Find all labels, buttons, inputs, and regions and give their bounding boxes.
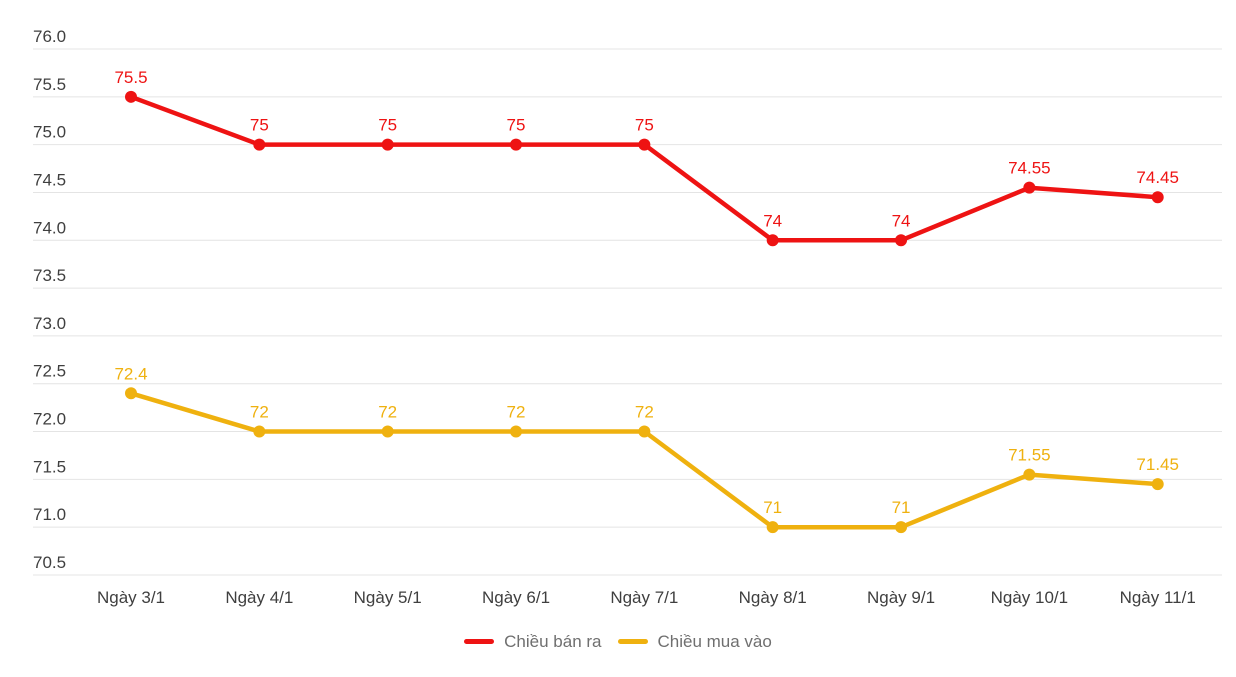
- y-axis-tick-label: 75.0: [33, 123, 66, 142]
- data-point[interactable]: [381, 138, 394, 151]
- data-point[interactable]: [381, 425, 394, 438]
- data-point-label: 71: [763, 498, 782, 517]
- y-axis-tick-label: 72.5: [33, 362, 66, 381]
- x-axis-tick-label: Ngày 10/1: [991, 588, 1069, 607]
- data-point[interactable]: [510, 138, 523, 151]
- x-axis-tick-label: Ngày 11/1: [1120, 588, 1196, 607]
- data-point-label: 72.4: [114, 364, 147, 383]
- data-point[interactable]: [1151, 191, 1164, 204]
- y-axis-tick-label: 73.5: [33, 266, 66, 285]
- data-point-label: 75: [250, 116, 269, 135]
- y-axis-tick-label: 74.0: [33, 218, 66, 237]
- data-point[interactable]: [895, 521, 908, 534]
- data-point[interactable]: [766, 234, 779, 247]
- chart-plot-area: 76.0 75.5 75.0 74.5 74.0 73.5 73.0 72.5 72.0 71.5…: [33, 27, 1222, 607]
- y-axis-tick-label: 74.5: [33, 170, 66, 189]
- legend-label-chieu-ban-ra: Chiều bán ra: [504, 632, 602, 651]
- data-point[interactable]: [638, 425, 651, 438]
- y-axis-tick-label: 70.5: [33, 553, 66, 572]
- data-point-label: 74: [892, 211, 911, 230]
- x-axis-tick-label: Ngày 9/1: [867, 588, 935, 607]
- legend-swatch-yellow-icon: [617, 639, 648, 644]
- data-point[interactable]: [895, 234, 908, 247]
- data-point[interactable]: [1023, 468, 1036, 481]
- data-point[interactable]: [638, 138, 651, 151]
- y-axis-tick-label: 71.0: [33, 505, 66, 524]
- data-point-label: 74: [763, 211, 782, 230]
- x-axis-tick-label: Ngày 7/1: [610, 588, 678, 607]
- x-axis-tick-label: Ngày 3/1: [97, 588, 165, 607]
- x-axis-tick-label: Ngày 4/1: [225, 588, 293, 607]
- legend-swatch-red-icon: [464, 639, 495, 644]
- data-point-label: 75: [378, 116, 397, 135]
- x-axis-tick-label: Ngày 8/1: [739, 588, 807, 607]
- y-axis-tick-label: 73.0: [33, 314, 66, 333]
- chart-legend: Chiều bán ra Chiều mua vào: [0, 633, 1236, 650]
- data-point[interactable]: [510, 425, 523, 438]
- y-axis-tick-label: 72.0: [33, 410, 66, 429]
- y-axis-tick-label: 71.5: [33, 457, 66, 476]
- data-point-label: 74.55: [1008, 159, 1051, 178]
- data-point-label: 72: [635, 403, 654, 422]
- data-point-label: 74.45: [1136, 168, 1179, 187]
- legend-item-chieu-mua-vao[interactable]: Chiều mua vào: [617, 632, 772, 651]
- data-point-label: 75: [635, 116, 654, 135]
- data-point[interactable]: [125, 387, 137, 400]
- data-point[interactable]: [1023, 181, 1036, 194]
- data-point-label: 72: [378, 403, 397, 422]
- data-point-label: 71.55: [1008, 446, 1051, 465]
- data-point-label: 72: [250, 403, 269, 422]
- legend-item-chieu-ban-ra[interactable]: Chiều bán ra: [464, 632, 602, 651]
- x-axis-tick-label: Ngày 5/1: [354, 588, 422, 607]
- x-axis-tick-label: Ngày 6/1: [482, 588, 550, 607]
- data-point[interactable]: [766, 521, 779, 534]
- data-point-label: 71.45: [1136, 455, 1179, 474]
- y-axis-tick-label: 75.5: [33, 75, 66, 94]
- y-axis-tick-label: 76.0: [33, 27, 66, 46]
- legend-label-chieu-mua-vao: Chiều mua vào: [657, 632, 772, 651]
- data-point-label: 75.5: [114, 68, 147, 87]
- data-point-label: 71: [892, 498, 911, 517]
- data-point[interactable]: [253, 138, 266, 151]
- data-point[interactable]: [125, 90, 137, 103]
- data-point-label: 75: [507, 116, 526, 135]
- data-point[interactable]: [1151, 478, 1164, 491]
- data-point[interactable]: [253, 425, 266, 438]
- data-point-label: 72: [507, 403, 526, 422]
